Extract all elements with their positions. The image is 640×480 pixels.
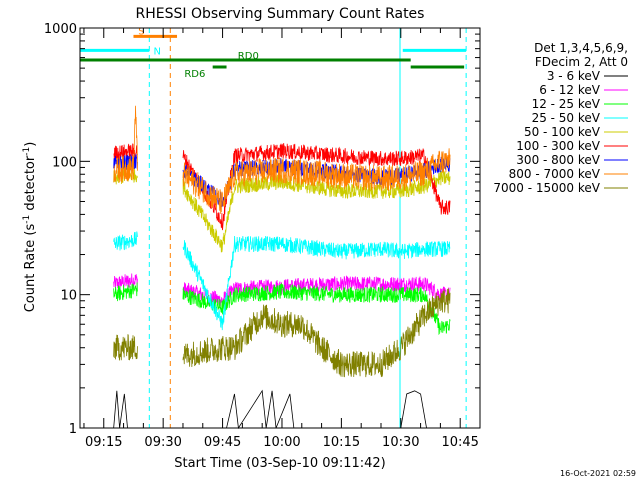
x-tick-label-6: 10:45 — [441, 435, 478, 450]
legend-label-5: 100 - 300 keV — [516, 139, 600, 153]
y-axis-label-sup1: -1 — [22, 215, 32, 224]
legend-header-line-1: Det 1,3,4,5,6,9, — [534, 41, 628, 55]
legend-label-2: 12 - 25 keV — [532, 97, 601, 111]
x-tick-label-2: 09:45 — [204, 435, 241, 450]
y-tick-label-3: 1000 — [44, 22, 77, 37]
y-tick-label-0: 1 — [69, 422, 77, 437]
legend: Det 1,3,4,5,6,9, FDecim 2, Att 0 3 - 6 k… — [493, 41, 628, 195]
x-tick-label-4: 10:15 — [323, 435, 360, 450]
x-tick-label-0: 09:15 — [85, 435, 122, 450]
y-axis-label-end: ) — [23, 142, 38, 147]
y-axis-label-mid: detector — [23, 155, 38, 215]
y-tick-label-2: 100 — [52, 155, 77, 170]
legend-label-1: 6 - 12 keV — [539, 83, 601, 97]
legend-label-0: 3 - 6 keV — [547, 69, 601, 83]
series-line-1-0 — [113, 273, 138, 290]
series-line-5-0 — [113, 143, 138, 161]
x-tick-label-5: 10:30 — [382, 435, 419, 450]
legend-header-line-2: FDecim 2, Att 0 — [535, 55, 628, 69]
series-line-8-1 — [182, 288, 451, 378]
series-3 — [113, 231, 451, 331]
series-8 — [113, 288, 451, 378]
flag-label-rd0: RD0 — [238, 51, 259, 62]
x-tick-label-3: 10:00 — [263, 435, 300, 450]
axes: 1 10 100 1000 09:15 09:30 09:45 10:00 10:15 10:30… — [44, 22, 481, 450]
legend-label-3: 25 - 50 keV — [532, 111, 601, 125]
series-line-7-1 — [182, 148, 451, 214]
x-axis-label: Start Time (03-Sep-10 09:11:42) — [174, 456, 385, 471]
y-axis-label-sup2: -1 — [22, 147, 32, 156]
legend-label-4: 50 - 100 keV — [524, 125, 601, 139]
legend-label-8: 7000 - 15000 keV — [493, 181, 600, 195]
series-line-4-1 — [182, 170, 451, 253]
flag-label-rd6: RD6 — [184, 69, 205, 80]
legend-label-6: 300 - 800 keV — [516, 153, 600, 167]
series-1 — [113, 273, 451, 308]
series-line-2-0 — [113, 282, 138, 302]
legend-label-7: 800 - 7000 keV — [509, 167, 601, 181]
series-line-8-0 — [113, 334, 138, 361]
x-tick-label-1: 09:30 — [144, 435, 181, 450]
y-tick-label-1: 10 — [60, 289, 77, 304]
series-line-7-0 — [113, 105, 138, 183]
series-line-1-1 — [182, 275, 451, 308]
timestamp: 16-Oct-2021 02:59 — [560, 469, 636, 478]
y-axis-label-main: Count Rate (s — [23, 224, 38, 313]
plot-area: SN RD0 RD6 — [79, 26, 467, 430]
flag-label-s: S — [138, 26, 144, 37]
flag-label-n: N — [153, 46, 160, 57]
y-axis-label: Count Rate (s-1 detector-1) — [22, 142, 38, 313]
series-7 — [113, 105, 451, 214]
series-line-3-0 — [113, 231, 138, 251]
chart-title: RHESSI Observing Summary Count Rates — [136, 6, 425, 22]
series-line-2-1 — [182, 282, 451, 336]
plot-frame — [79, 27, 481, 429]
series-2 — [113, 282, 451, 336]
series-line-0-1 — [182, 389, 451, 430]
series-line-3-1 — [182, 235, 451, 331]
